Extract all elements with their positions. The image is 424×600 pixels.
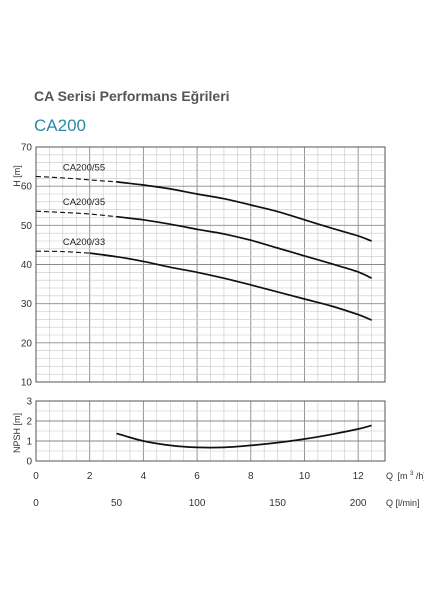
head-y-tick: 30	[21, 299, 33, 310]
model-title: CA200	[34, 116, 86, 135]
head-curve-dashed-3	[35, 250, 90, 254]
head-y-tick: 40	[21, 260, 33, 271]
x-tick-m3h: 4	[141, 471, 147, 482]
npsh-grid	[35, 400, 386, 462]
x-tick-m3h: 8	[248, 471, 254, 482]
x-tick-m3h: 2	[87, 471, 93, 482]
x-axis-label-sup: 3	[410, 471, 414, 477]
x-tick-lmin: 150	[269, 498, 286, 509]
x-tick-m3h: 6	[194, 471, 200, 482]
head-curve-3	[89, 252, 372, 321]
npsh-curves	[116, 424, 372, 449]
x-axis-label-unit-pre: [m	[398, 471, 408, 481]
plot-frame	[35, 400, 386, 462]
series-label: CA200/33	[63, 237, 105, 248]
x-tick-m3h: 12	[353, 471, 365, 482]
x-tick-m3h: 0	[33, 471, 39, 482]
x-tick-lmin: 200	[350, 498, 367, 509]
head-y-tick: 50	[21, 221, 33, 232]
x-tick-m3h: 10	[299, 471, 311, 482]
x-tick-lmin: 0	[33, 498, 39, 509]
x-tick-lmin: 50	[111, 498, 123, 509]
head-y-tick: 70	[21, 143, 33, 154]
x-axis-label-q: Q	[386, 471, 393, 481]
x-axis-label-lmin: Q [l/min]	[386, 498, 420, 508]
npsh-y-tick: 1	[26, 437, 32, 448]
head-y-tick: 10	[21, 378, 33, 389]
npsh-axis-label: NPSH [m]	[12, 413, 22, 453]
npsh-y-tick: 2	[26, 417, 32, 428]
npsh-y-tick: 3	[26, 397, 32, 408]
x-axis-label-m3h: Q [m 3 /h]	[386, 467, 424, 481]
x-axis-label-unit-post: /h]	[416, 471, 424, 481]
npsh-y-tick: 0	[26, 457, 32, 468]
head-curves: CA200/55 CA200/35 CA200/33	[35, 162, 372, 321]
head-curve-dashed-1	[35, 175, 117, 183]
head-curve-2	[116, 215, 372, 279]
head-y-tick: 20	[21, 338, 33, 349]
head-y-tick: 60	[21, 182, 33, 193]
x-tick-lmin: 100	[189, 498, 206, 509]
head-curve-dashed-2	[35, 210, 117, 218]
plot-frame	[35, 146, 386, 383]
head-axis-label: H [m]	[12, 165, 22, 187]
series-label: CA200/35	[63, 197, 105, 208]
npsh-curve	[116, 424, 372, 449]
page-title: CA Serisi Performans Eğrileri	[34, 88, 230, 104]
series-label: CA200/55	[63, 162, 105, 173]
head-curve-1	[116, 181, 372, 242]
